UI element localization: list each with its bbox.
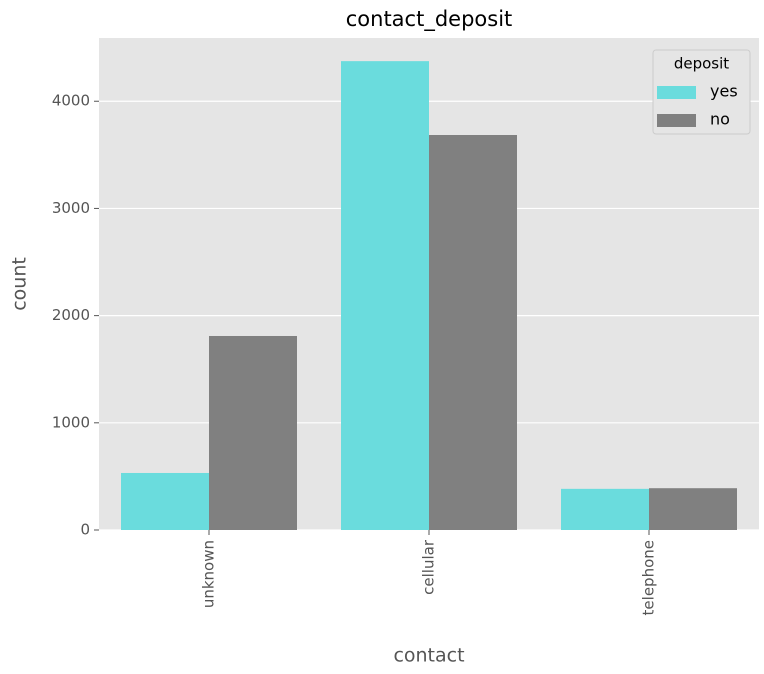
legend-swatch (657, 114, 696, 127)
legend-swatch (657, 86, 696, 99)
bar (121, 472, 209, 530)
x-tick-label: cellular (420, 539, 438, 595)
bars (121, 61, 737, 530)
bar (341, 61, 429, 530)
bar (209, 335, 297, 530)
x-tick-label: telephone (640, 540, 658, 615)
x-tick-label: unknown (200, 540, 218, 608)
y-axis-label: count (9, 257, 31, 311)
legend-box (652, 49, 751, 135)
legend-label: no (710, 110, 730, 129)
legend-label: yes (710, 82, 738, 101)
legend: deposit yes no (652, 49, 751, 135)
x-axis-label: contact (393, 645, 464, 667)
bar (561, 488, 649, 530)
y-tick-label: 0 (80, 521, 90, 539)
y-tick-label: 3000 (52, 199, 90, 217)
y-tick-label: 1000 (52, 413, 90, 431)
y-tick-label: 4000 (52, 92, 90, 110)
bar (649, 488, 737, 530)
legend-title: deposit (674, 55, 729, 73)
chart-title: contact_deposit (346, 7, 513, 32)
y-tick-label: 2000 (52, 306, 90, 324)
bar (429, 135, 517, 530)
